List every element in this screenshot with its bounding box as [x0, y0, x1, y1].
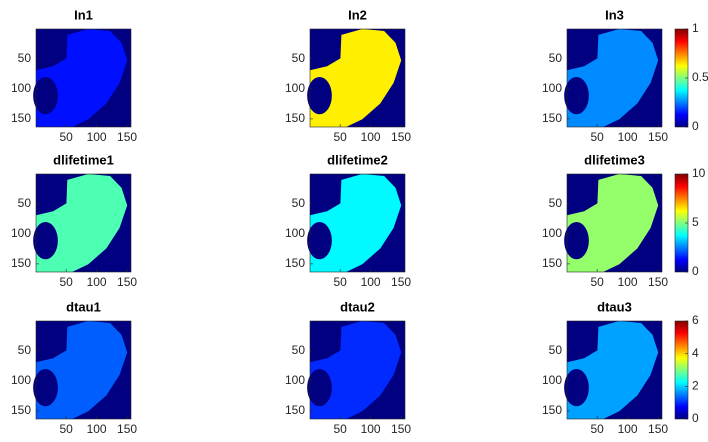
x-tick-label: 150	[117, 130, 137, 144]
y-tick-label: 50	[292, 343, 306, 357]
panel-title: dtau1	[66, 299, 101, 314]
x-tick-label: 50	[590, 130, 604, 144]
x-tick-label: 100	[618, 422, 638, 436]
hole-region	[33, 222, 58, 259]
y-tick-label: 50	[292, 196, 306, 210]
colorbar-tick-label: 6	[692, 313, 699, 327]
x-tick-label: 50	[333, 422, 347, 436]
panel-title: dtau2	[340, 299, 375, 314]
y-tick-label: 50	[292, 51, 306, 65]
x-tick-label: 50	[333, 275, 347, 289]
y-tick-label: 150	[11, 403, 31, 417]
figure: In15010015050100150In25010015050100150In…	[0, 0, 708, 442]
x-tick-label: 150	[117, 275, 137, 289]
y-tick-label: 50	[549, 343, 563, 357]
hole-region	[307, 222, 332, 259]
y-tick-label: 150	[542, 403, 562, 417]
y-tick-label: 100	[542, 81, 562, 95]
y-tick-label: 150	[11, 256, 31, 270]
hole-region	[564, 77, 589, 114]
x-tick-label: 150	[648, 422, 668, 436]
x-tick-label: 150	[648, 130, 668, 144]
y-tick-label: 100	[11, 373, 31, 387]
x-tick-label: 100	[87, 422, 107, 436]
x-tick-label: 50	[333, 130, 347, 144]
x-tick-label: 150	[391, 130, 411, 144]
hole-region	[307, 369, 332, 406]
panel-title: dlifetime1	[53, 152, 114, 167]
colorbar-tick-label: 5	[692, 215, 699, 229]
y-tick-label: 100	[542, 226, 562, 240]
colorbar-tick-label: 4	[692, 346, 699, 360]
y-tick-label: 100	[285, 373, 305, 387]
y-tick-label: 100	[285, 81, 305, 95]
colorbar	[675, 321, 688, 419]
x-tick-label: 100	[618, 275, 638, 289]
y-tick-label: 100	[542, 373, 562, 387]
hole-region	[307, 77, 332, 114]
x-tick-label: 100	[87, 275, 107, 289]
x-tick-label: 100	[87, 130, 107, 144]
panel-title: In1	[74, 7, 93, 22]
x-tick-label: 100	[361, 422, 381, 436]
y-tick-label: 100	[11, 81, 31, 95]
colorbar-tick-label: 2	[692, 379, 699, 393]
y-tick-label: 150	[11, 111, 31, 125]
y-tick-label: 100	[11, 226, 31, 240]
hole-region	[33, 369, 58, 406]
y-tick-label: 50	[18, 51, 32, 65]
x-tick-label: 100	[361, 130, 381, 144]
colorbar-tick-label: 0	[692, 411, 699, 425]
panel-title: dlifetime3	[584, 152, 645, 167]
y-tick-label: 150	[285, 256, 305, 270]
x-tick-label: 50	[590, 275, 604, 289]
y-tick-label: 50	[18, 196, 32, 210]
colorbar-tick-label: 0	[692, 264, 699, 278]
y-tick-label: 150	[542, 256, 562, 270]
colorbar-tick-label: 1	[692, 21, 699, 35]
y-tick-label: 100	[285, 226, 305, 240]
y-tick-label: 150	[285, 111, 305, 125]
x-tick-label: 150	[648, 275, 668, 289]
x-tick-label: 50	[59, 422, 73, 436]
x-tick-label: 50	[59, 275, 73, 289]
colorbar-tick-label: 10	[692, 166, 706, 180]
panel-title: In3	[605, 7, 624, 22]
x-tick-label: 50	[59, 130, 73, 144]
hole-region	[564, 369, 589, 406]
x-tick-label: 150	[391, 422, 411, 436]
y-tick-label: 150	[285, 403, 305, 417]
x-tick-label: 100	[361, 275, 381, 289]
y-tick-label: 50	[549, 51, 563, 65]
x-tick-label: 150	[391, 275, 411, 289]
y-tick-label: 50	[549, 196, 563, 210]
panel-title: dtau3	[597, 299, 632, 314]
colorbar-tick-label: 0.5	[692, 70, 708, 84]
y-tick-label: 50	[18, 343, 32, 357]
panel-title: dlifetime2	[327, 152, 388, 167]
colorbar-tick-label: 0	[692, 119, 699, 133]
hole-region	[564, 222, 589, 259]
panel-title: In2	[348, 7, 367, 22]
hole-region	[33, 77, 58, 114]
x-tick-label: 50	[590, 422, 604, 436]
x-tick-label: 150	[117, 422, 137, 436]
y-tick-label: 150	[542, 111, 562, 125]
x-tick-label: 100	[618, 130, 638, 144]
